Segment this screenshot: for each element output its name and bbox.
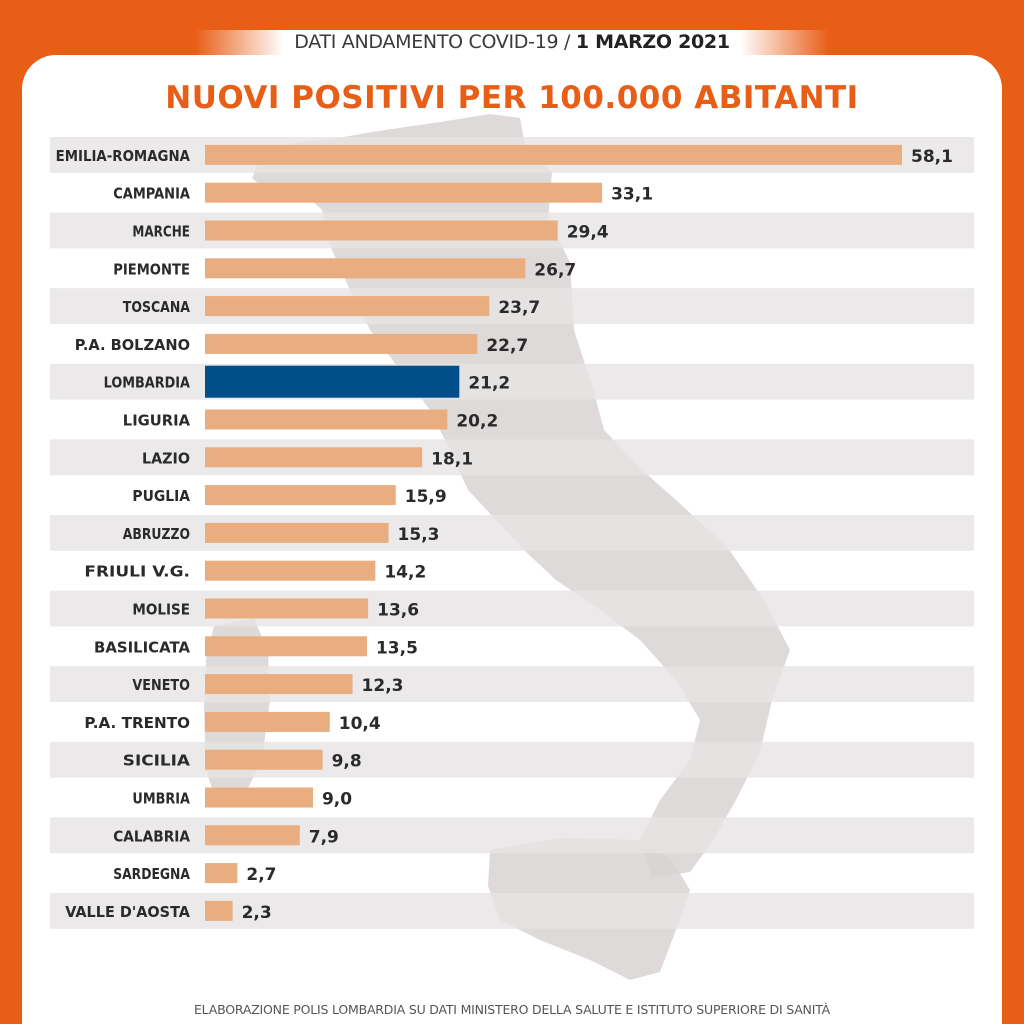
category-label-umbria: UMBRIA [132,790,190,808]
value-label-marche: 29,4 [567,223,609,243]
category-label-p-a-trento: P.A. TRENTO [84,714,190,732]
category-label-sardegna: SARDEGNA [113,865,190,883]
category-label-p-a-bolzano: P.A. BOLZANO [75,336,190,354]
header-prefix: DATI ANDAMENTO COVID-19 / [294,31,576,53]
row-stripe-abruzzo [50,515,974,551]
value-label-piemonte: 26,7 [534,260,576,280]
bar-sicilia [205,749,323,770]
category-label-emilia-romagna: EMILIA-ROMAGNA [56,147,191,165]
bar-veneto [205,674,353,695]
value-label-sicilia: 9,8 [332,752,362,772]
bar-molise [205,598,369,619]
row-stripe-lazio [50,439,974,476]
header-date: 1 MARZO 2021 [575,31,730,53]
row-stripe-veneto [50,666,974,702]
category-label-lazio: LAZIO [142,449,190,467]
value-label-valle-d-aosta: 2,3 [242,903,272,923]
value-label-p-a-trento: 10,4 [339,714,381,734]
category-label-basilicata: BASILICATA [94,638,190,656]
row-stripe-sicilia [50,741,974,778]
category-label-sicilia: SICILIA [123,752,191,770]
category-label-puglia: PUGLIA [132,487,190,505]
value-label-sardegna: 2,7 [246,865,276,885]
value-label-umbria: 9,0 [322,790,352,810]
category-label-molise: MOLISE [132,601,190,619]
row-stripes [50,137,974,929]
bar-p-a-trento [205,711,330,732]
bar-emilia-romagna [205,144,902,165]
bar-p-a-bolzano [205,333,478,354]
header-band [195,30,829,60]
bar-campania [205,182,603,203]
value-label-p-a-bolzano: 22,7 [486,336,528,356]
value-label-basilicata: 13,5 [376,638,418,658]
value-label-lazio: 18,1 [431,449,473,469]
row-stripe-calabria [50,817,974,854]
value-label-emilia-romagna: 58,1 [911,147,953,167]
value-label-lombardia: 21,2 [468,374,510,394]
value-label-puglia: 15,9 [405,487,447,507]
value-label-toscana: 23,7 [498,298,540,318]
row-stripe-toscana [50,288,974,324]
row-stripe-molise [50,590,974,627]
category-label-piemonte: PIEMONTE [113,260,190,278]
bars [205,144,902,921]
value-label-molise: 13,6 [377,601,419,621]
category-label-valle-d-aosta: VALLE D'AOSTA [65,903,190,921]
bar-friuli-v-g [205,560,376,581]
bar-toscana [205,296,490,317]
bar-basilicata [205,636,367,657]
bar-sardegna [205,863,238,884]
bar-marche [205,220,558,241]
category-label-liguria: LIGURIA [123,412,191,430]
bar-piemonte [205,258,526,279]
row-stripe-lombardia [50,363,974,400]
footer-band [90,998,934,1024]
bar-lombardia [205,365,460,398]
bar-liguria [205,409,448,430]
value-label-campania: 33,1 [611,185,653,205]
row-stripe-valle-d-aosta [50,893,974,929]
value-label-abruzzo: 15,3 [398,525,440,545]
category-label-marche: MARCHE [132,223,190,241]
value-label-calabria: 7,9 [309,827,339,847]
category-label-friuli-v-g: FRIULI V.G. [84,563,190,581]
category-labels: EMILIA-ROMAGNA CAMPANIA MARCHE PIEMONTE TOSC… [56,147,191,921]
bar-abruzzo [205,522,389,543]
bar-puglia [205,485,396,506]
value-labels: 58,1 33,129,4 26,7 23,7 22,7 21,2 20,2 18,1 15,9… [242,147,953,923]
category-label-toscana: TOSCANA [123,298,191,316]
header: DATI ANDAMENTO COVID-19 / 1 MARZO 2021 [0,31,1024,53]
value-label-friuli-v-g: 14,2 [384,563,426,583]
source-footer: ELABORAZIONE POLIS LOMBARDIA SU DATI MIN… [193,1002,831,1017]
category-label-calabria: CALABRIA [113,827,190,845]
bar-valle-d-aosta [205,900,233,921]
category-label-lombardia: LOMBARDIA [104,374,191,392]
value-label-liguria: 20,2 [456,412,498,432]
bar-umbria [205,787,313,808]
category-label-veneto: VENETO [132,676,190,694]
value-label-veneto: 12,3 [362,676,404,696]
category-label-campania: CAMPANIA [113,185,190,203]
category-label-abruzzo: ABRUZZO [123,525,190,543]
chart-title: NUOVI POSITIVI PER 100.000 ABITANTI [165,80,859,116]
bar-calabria [205,825,300,846]
bar-lazio [205,447,423,468]
